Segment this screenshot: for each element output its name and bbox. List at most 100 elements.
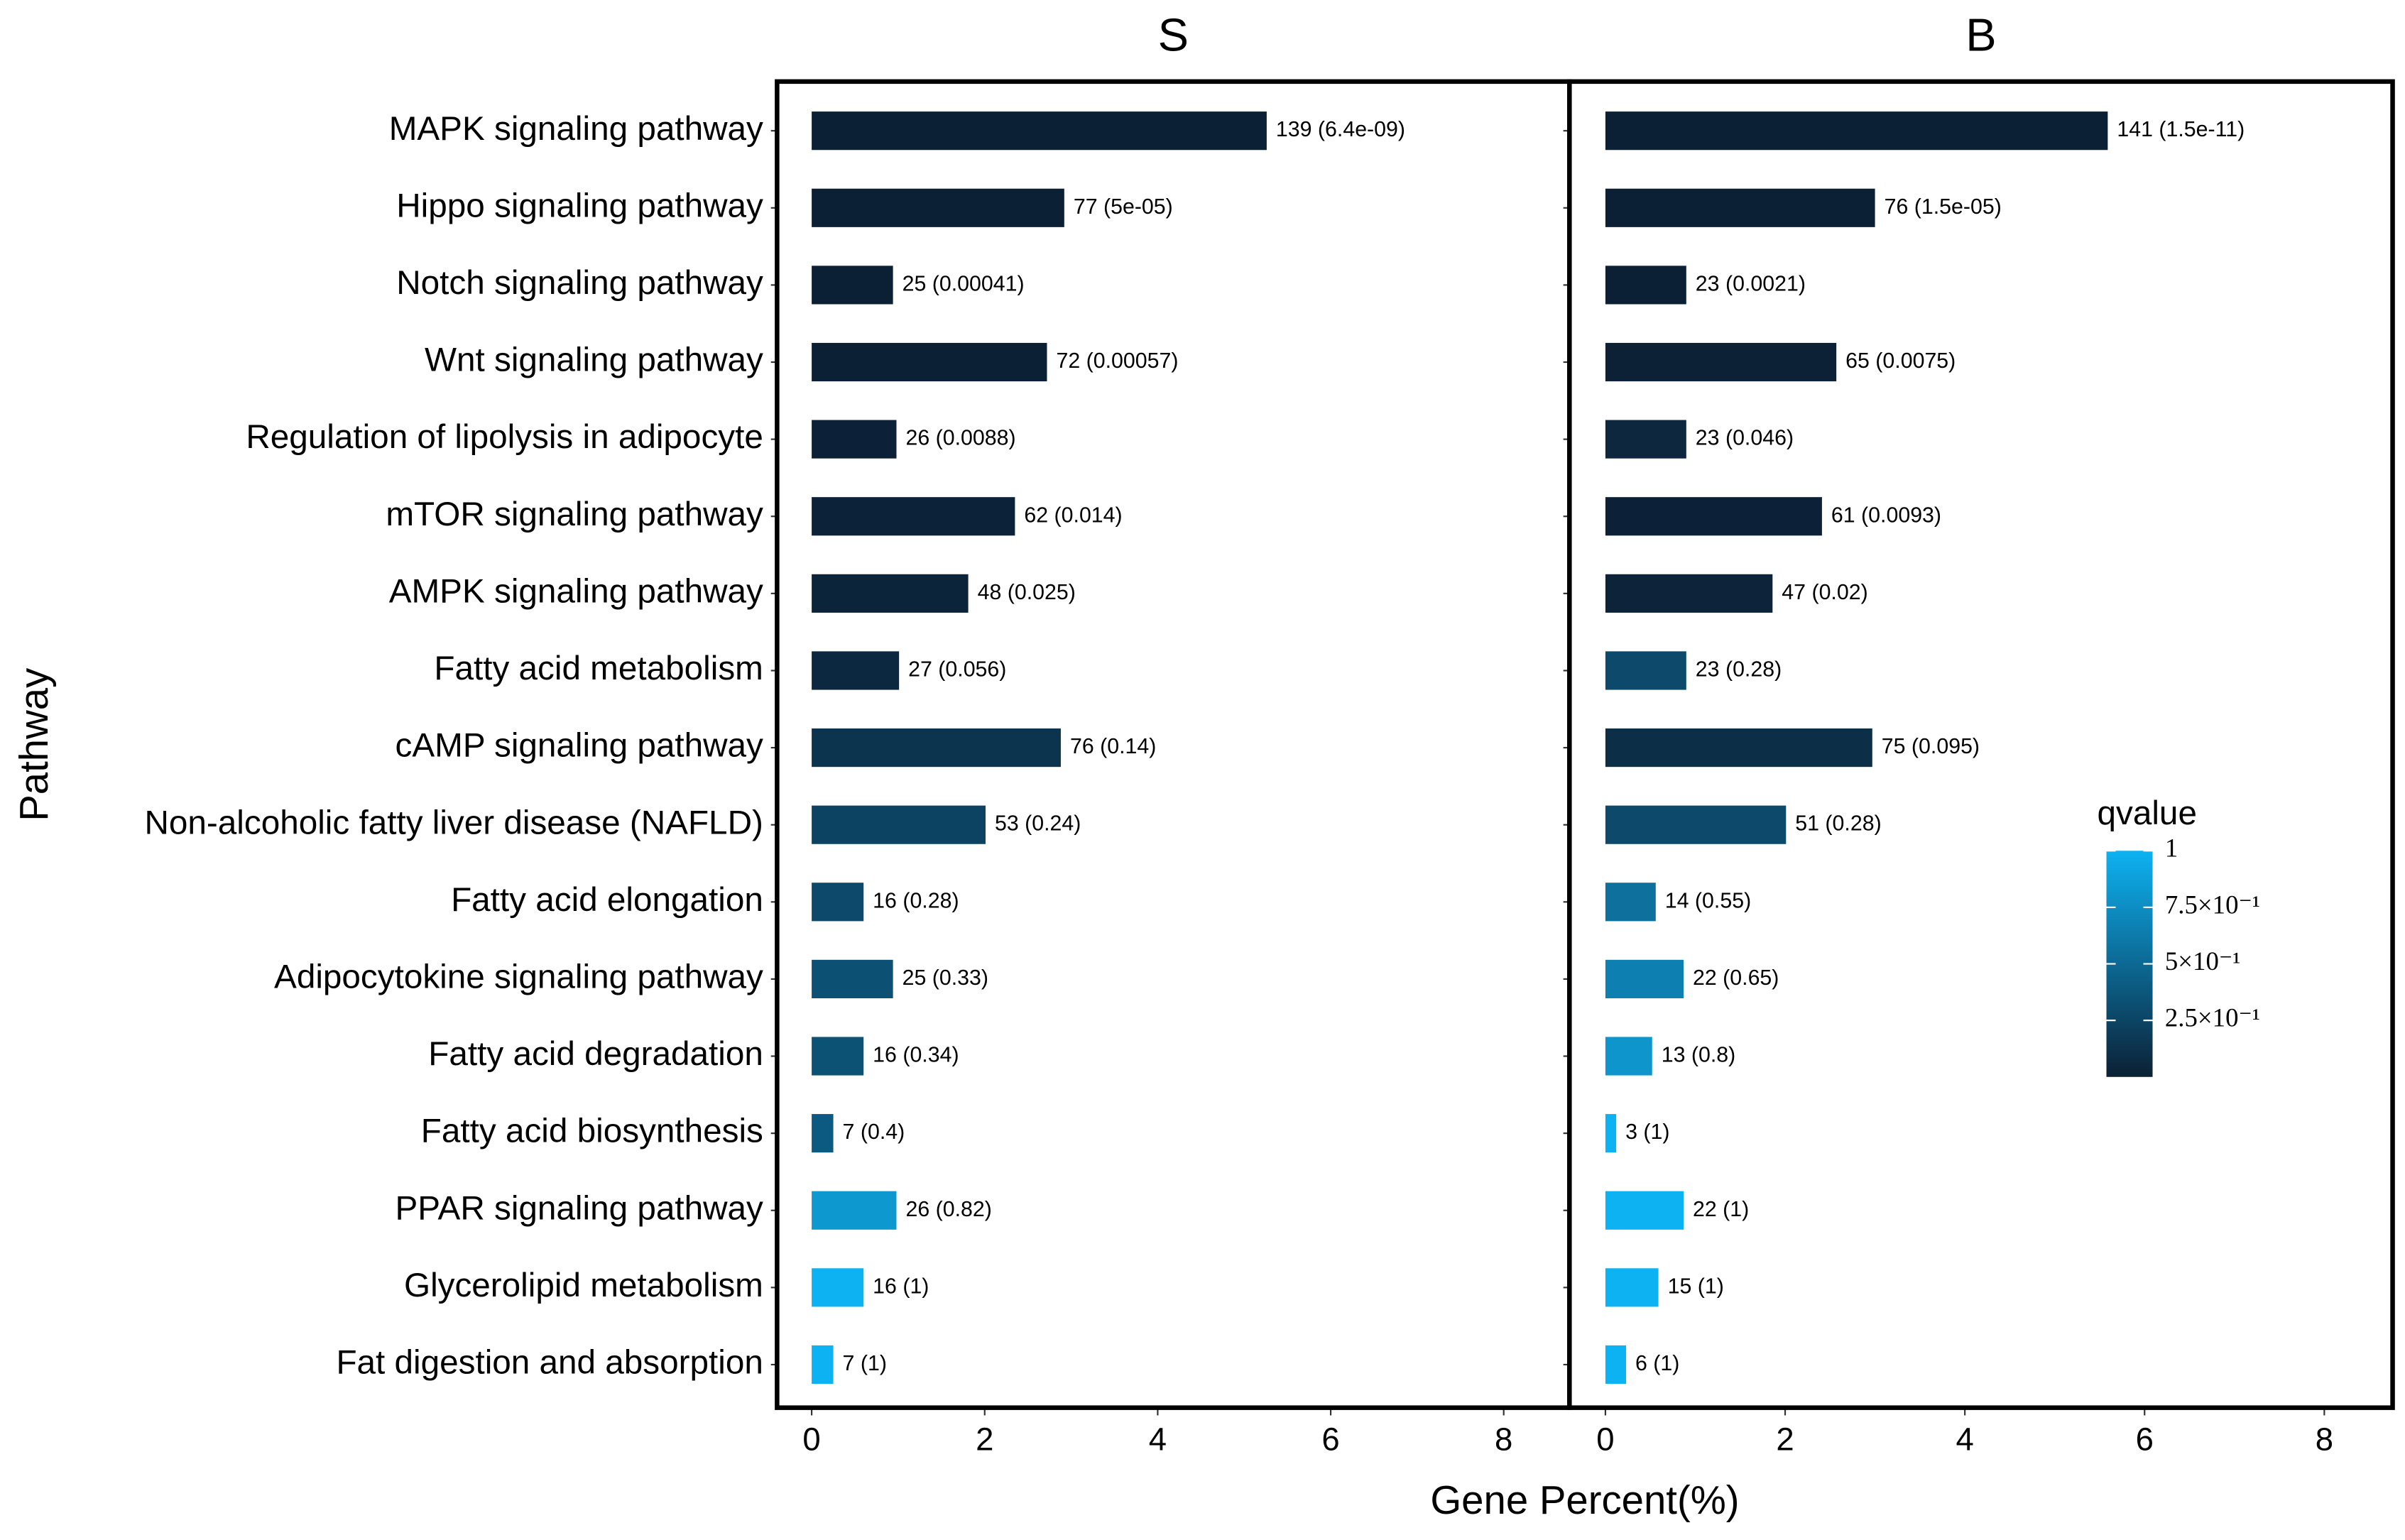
bar bbox=[812, 1191, 897, 1230]
x-tick-label: 4 bbox=[1149, 1421, 1167, 1457]
bar bbox=[812, 574, 969, 613]
bar bbox=[1605, 1268, 1659, 1307]
data-label: 23 (0.28) bbox=[1696, 657, 1782, 681]
data-label: 6 (1) bbox=[1635, 1352, 1679, 1375]
data-label: 61 (0.0093) bbox=[1831, 503, 1941, 527]
data-label: 26 (0.82) bbox=[905, 1198, 991, 1221]
y-tick-label: Notch signaling pathway bbox=[396, 264, 763, 302]
x-tick-label: 4 bbox=[1956, 1421, 1973, 1457]
data-label: 51 (0.28) bbox=[1795, 812, 1881, 836]
data-label: 23 (0.046) bbox=[1696, 427, 1794, 450]
data-label: 141 (1.5e-11) bbox=[2117, 118, 2245, 141]
data-label: 22 (1) bbox=[1693, 1198, 1749, 1221]
x-tick-label: 6 bbox=[2136, 1421, 2154, 1457]
y-tick-label: MAPK signaling pathway bbox=[389, 110, 763, 148]
data-label: 65 (0.0075) bbox=[1845, 349, 1956, 373]
y-tick-label: Glycerolipid metabolism bbox=[404, 1267, 763, 1304]
bar bbox=[812, 111, 1267, 151]
data-label: 22 (0.65) bbox=[1693, 966, 1779, 990]
y-tick-label: Non-alcoholic fatty liver disease (NAFLD… bbox=[145, 804, 763, 841]
x-tick-label: 6 bbox=[1321, 1421, 1339, 1457]
y-tick-label: Fatty acid elongation bbox=[451, 881, 763, 919]
y-tick-label: PPAR signaling pathway bbox=[396, 1189, 764, 1227]
x-tick-label: 2 bbox=[1776, 1421, 1794, 1457]
data-label: 25 (0.00041) bbox=[902, 272, 1025, 295]
data-label: 47 (0.02) bbox=[1782, 581, 1867, 604]
data-label: 139 (6.4e-09) bbox=[1276, 118, 1405, 141]
y-tick-label: mTOR signaling pathway bbox=[386, 496, 763, 533]
bar bbox=[812, 883, 864, 922]
x-tick-label: 8 bbox=[1495, 1421, 1512, 1457]
bar bbox=[812, 497, 1015, 536]
data-label: 16 (0.28) bbox=[873, 889, 959, 912]
colorbar-tick-label: 5×10⁻¹ bbox=[2165, 946, 2240, 976]
bar bbox=[1605, 1345, 1627, 1385]
data-label: 27 (0.056) bbox=[908, 657, 1006, 681]
y-tick-label: Fatty acid metabolism bbox=[434, 650, 763, 687]
colorbar-tick-label: 1 bbox=[2165, 834, 2178, 863]
x-tick-label: 8 bbox=[2316, 1421, 2333, 1457]
data-label: 26 (0.0088) bbox=[905, 427, 1015, 450]
bar bbox=[812, 728, 1061, 768]
data-label: 75 (0.095) bbox=[1882, 735, 1980, 758]
y-tick-label: Adipocytokine signaling pathway bbox=[274, 959, 763, 996]
y-tick-label: Fatty acid degradation bbox=[428, 1035, 763, 1073]
data-label: 72 (0.00057) bbox=[1056, 349, 1178, 373]
bar bbox=[1605, 805, 1787, 844]
legend-title: qvalue bbox=[2098, 794, 2197, 832]
y-tick-label: Wnt signaling pathway bbox=[425, 342, 763, 379]
y-tick-label: cAMP signaling pathway bbox=[396, 727, 764, 765]
data-label: 15 (1) bbox=[1668, 1274, 1724, 1298]
data-label: 7 (0.4) bbox=[843, 1120, 905, 1144]
bar bbox=[1605, 188, 1875, 227]
colorbar-tick-label: 2.5×10⁻¹ bbox=[2165, 1003, 2260, 1032]
x-tick-label: 0 bbox=[802, 1421, 820, 1457]
bar bbox=[812, 1345, 834, 1385]
data-label: 14 (0.55) bbox=[1665, 889, 1751, 912]
bar bbox=[1605, 111, 2108, 151]
data-label: 3 (1) bbox=[1625, 1120, 1669, 1144]
data-label: 76 (1.5e-05) bbox=[1885, 195, 2002, 219]
panel-frame bbox=[1567, 79, 2395, 1410]
x-tick-label: 2 bbox=[976, 1421, 993, 1457]
data-label: 76 (0.14) bbox=[1070, 735, 1156, 758]
y-tick-label: Fat digestion and absorption bbox=[336, 1344, 763, 1382]
panel-title: B bbox=[1965, 9, 1996, 60]
bar bbox=[1605, 342, 1837, 382]
y-tick-label: Regulation of lipolysis in adipocyte bbox=[246, 418, 763, 456]
bar bbox=[1605, 883, 1656, 922]
data-label: 53 (0.24) bbox=[995, 812, 1081, 836]
bar bbox=[1605, 266, 1686, 305]
bar bbox=[1605, 959, 1684, 999]
bar bbox=[812, 959, 893, 999]
y-tick-label: Fatty acid biosynthesis bbox=[421, 1113, 763, 1150]
data-label: 16 (1) bbox=[873, 1274, 929, 1298]
bar bbox=[1605, 651, 1686, 690]
bar bbox=[812, 651, 900, 690]
x-tick-label: 0 bbox=[1596, 1421, 1614, 1457]
y-tick-label: AMPK signaling pathway bbox=[389, 572, 763, 610]
bar bbox=[812, 420, 897, 459]
data-label: 48 (0.025) bbox=[978, 581, 1076, 604]
data-label: 25 (0.33) bbox=[902, 966, 988, 990]
bar bbox=[812, 1037, 864, 1076]
bar bbox=[1605, 728, 1872, 768]
data-label: 16 (0.34) bbox=[873, 1044, 959, 1067]
panel-title: S bbox=[1158, 9, 1189, 60]
bar bbox=[1605, 1037, 1652, 1076]
bar bbox=[812, 342, 1047, 382]
bar bbox=[1605, 420, 1686, 459]
bar bbox=[812, 1114, 834, 1153]
bar bbox=[812, 188, 1064, 227]
bar bbox=[1605, 497, 1822, 536]
bar bbox=[1605, 574, 1773, 613]
colorbar-tick-label: 7.5×10⁻¹ bbox=[2165, 890, 2260, 919]
data-label: 77 (5e-05) bbox=[1074, 195, 1173, 219]
x-axis-title: Gene Percent(%) bbox=[1430, 1478, 1739, 1522]
data-label: 62 (0.014) bbox=[1024, 503, 1122, 527]
data-label: 7 (1) bbox=[843, 1352, 887, 1375]
bar bbox=[812, 805, 986, 844]
data-label: 13 (0.8) bbox=[1662, 1044, 1736, 1067]
